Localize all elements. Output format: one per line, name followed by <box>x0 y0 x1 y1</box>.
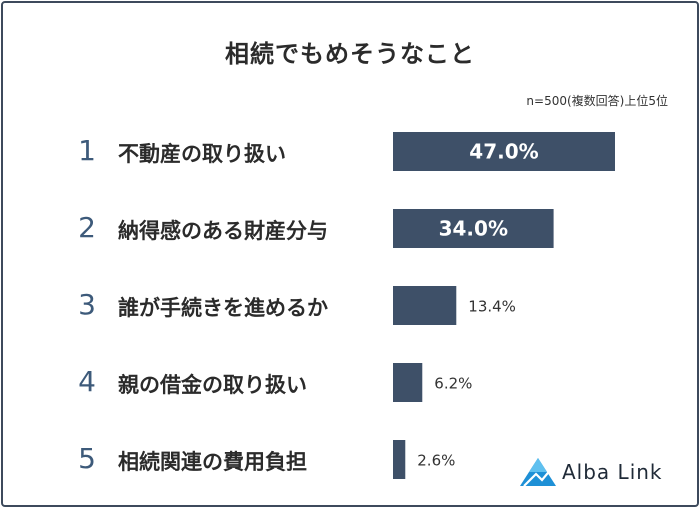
category-label: 誰が手続きを進めるか <box>118 295 328 320</box>
category-label: 親の借金の取り扱い <box>118 372 307 397</box>
category-label: 納得感のある財産分与 <box>118 218 328 243</box>
alba-link-logo-icon <box>520 458 556 487</box>
brand-name: Alba Link <box>562 460 663 484</box>
rank-number: 4 <box>78 364 96 398</box>
rank-number: 1 <box>78 133 96 167</box>
sample-note: n=500(複数回答)上位5位 <box>526 94 668 108</box>
rank-number: 2 <box>78 210 96 244</box>
chart-title: 相続でもめそうなこと <box>225 40 475 68</box>
category-label: 不動産の取り扱い <box>118 141 286 166</box>
rank-number: 5 <box>78 441 96 475</box>
category-label: 相続関連の費用負担 <box>118 449 307 474</box>
rank-number: 3 <box>78 287 96 321</box>
